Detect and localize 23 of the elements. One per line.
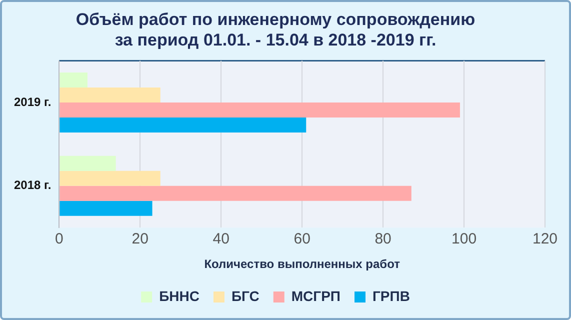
bar xyxy=(60,156,116,171)
bar xyxy=(60,102,460,118)
x-tick-label: 60 xyxy=(294,230,310,248)
x-tick-label: 80 xyxy=(374,230,392,248)
legend-label: ГРПВ xyxy=(372,288,410,304)
x-tick-label: 40 xyxy=(212,230,230,248)
chart-title: Объём работ по инженерному сопровождению за период 01.01. - 15.04 в 2018 -2019 гг. xyxy=(76,10,476,50)
legend-label: БННС xyxy=(159,288,200,304)
bar xyxy=(60,186,412,201)
bar xyxy=(60,170,160,186)
legend-label: БГС xyxy=(231,288,260,304)
bar xyxy=(60,200,152,216)
legend-label: МСГРП xyxy=(291,288,340,304)
x-axis-title: Количество выполненных работ xyxy=(204,257,400,272)
bar xyxy=(60,87,160,102)
x-tick-label: 100 xyxy=(452,230,477,248)
x-tick-label: 120 xyxy=(532,230,558,248)
y-tick-label: 2019 г. xyxy=(14,94,52,109)
bar xyxy=(60,118,306,133)
bar xyxy=(60,72,88,88)
y-tick-label: 2018 г. xyxy=(14,178,52,192)
x-tick-label: 0 xyxy=(54,230,64,248)
x-tick-label: 20 xyxy=(132,230,148,248)
